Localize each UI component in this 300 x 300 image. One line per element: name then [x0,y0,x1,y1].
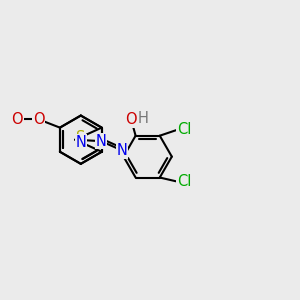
Text: N: N [117,143,128,158]
Text: Cl: Cl [177,175,191,190]
Text: O: O [33,112,44,127]
Text: O: O [11,112,23,127]
Text: N: N [96,134,106,149]
Text: Cl: Cl [177,122,191,137]
Text: N: N [75,135,86,150]
Text: H: H [138,110,149,125]
Text: S: S [76,130,86,145]
Text: O: O [125,112,137,127]
